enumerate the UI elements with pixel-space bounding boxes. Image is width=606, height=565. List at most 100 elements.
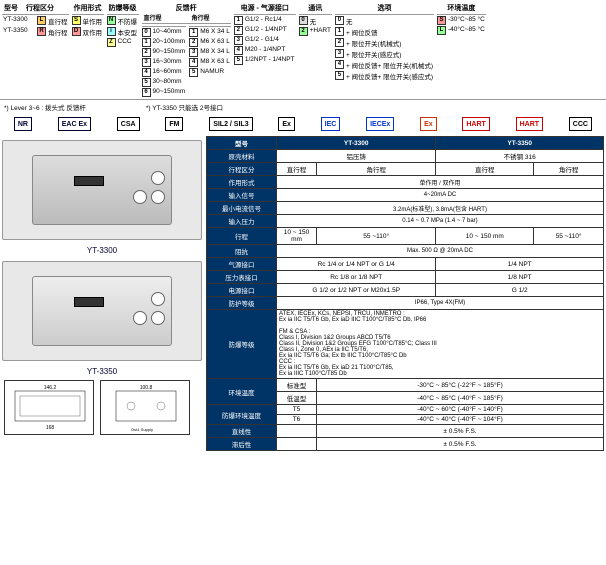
option-label: 16~30mm (152, 58, 183, 67)
option-code: 5 (189, 68, 198, 77)
option-row: 51/2NPT - 1/4NPT (234, 55, 296, 65)
option-row: 0无 (299, 15, 332, 26)
option-label: M8 X 63 L (199, 58, 231, 67)
svg-text:146.2: 146.2 (44, 385, 57, 391)
option-code: 0 (299, 16, 308, 25)
option-code: 0 (142, 28, 151, 37)
option-row: S单作用 (72, 15, 104, 26)
option-label: 无 (345, 16, 354, 26)
option-code: 5 (335, 71, 344, 80)
option-row: 290~150mm (142, 47, 187, 57)
cert-badge: IEC (321, 117, 341, 131)
tech-drawing: 146.2168 100.8Out1 Supply (2, 378, 202, 437)
option-label: 10~40mm (152, 28, 183, 37)
option-code: 1 (234, 16, 243, 25)
cert-badge: Ex (420, 117, 437, 131)
option-row: S-30°C~85 °C (437, 15, 486, 25)
option-row: 316~30mm (142, 57, 187, 67)
option-code: 1 (142, 38, 151, 47)
option-code: 6 (142, 88, 151, 97)
col-header: 作用形式 (72, 2, 104, 15)
option-code: S (437, 16, 446, 25)
option-label: M6 X 34 L (199, 28, 231, 37)
option-code: 3 (335, 49, 344, 58)
option-code: D (72, 27, 81, 36)
option-row: 2G1/2 - 1/4NPT (234, 25, 296, 35)
option-row: 3M8 X 34 L (189, 47, 231, 57)
cert-badge: CCC (569, 117, 592, 131)
option-label: 双作用 (82, 27, 104, 37)
option-row: 1G1/2 - Rc1/4 (234, 15, 296, 25)
option-label: G1/2 - G1/4 (244, 36, 280, 45)
option-row: 0无 (335, 15, 434, 26)
svg-text:168: 168 (46, 425, 55, 431)
option-code: 2 (335, 38, 344, 47)
option-code: 3 (189, 48, 198, 57)
option-code: 4 (142, 68, 151, 77)
option-row: 416~60mm (142, 67, 187, 77)
product-label-2: YT-3350 (2, 365, 202, 378)
option-label: M20 - 1/4NPT (244, 46, 286, 55)
option-code: L (437, 26, 446, 35)
option-label: + 阀位反馈 (345, 27, 379, 37)
option-label: 本安型 (117, 27, 139, 37)
note2: *) YT-3350 只能选 2号接口 (146, 102, 223, 112)
option-code: 2 (234, 26, 243, 35)
option-label: 90~150mm (152, 88, 187, 97)
option-row: 4M20 - 1/4NPT (234, 45, 296, 55)
col-header: 通讯 (299, 2, 332, 15)
option-code: i (107, 27, 116, 36)
option-row: N不防爆 (107, 15, 139, 26)
cert-badge: IECEx (366, 117, 394, 131)
svg-text:Out1 Supply: Out1 Supply (131, 427, 153, 432)
option-code: 0 (335, 16, 344, 25)
option-label: + 阀位反馈+ 限位开关(感应式) (345, 71, 434, 81)
option-row: 2+HART (299, 26, 332, 36)
option-row: 3+ 限位开关(感应式) (335, 48, 434, 59)
option-row: 2+ 限位开关(机械式) (335, 37, 434, 48)
option-label: M8 X 34 L (199, 48, 231, 57)
cert-badge: EAC Ex (58, 117, 91, 131)
option-code: 2 (299, 27, 308, 36)
option-row: 1M6 X 34 L (189, 27, 231, 37)
option-row: 120~100mm (142, 37, 187, 47)
option-label: +HART (309, 27, 332, 36)
option-row: i本安型 (107, 26, 139, 37)
option-code: 2 (189, 38, 198, 47)
col-header: 选项 (335, 2, 434, 15)
option-label: G1/2 - Rc1/4 (244, 16, 283, 25)
cert-badge: HART (462, 117, 489, 131)
cert-badge: Ex (278, 117, 295, 131)
col-header: 防爆等级 (107, 2, 139, 15)
option-code: 4 (189, 58, 198, 67)
option-label: + 限位开关(感应式) (345, 49, 402, 59)
col-header: 电源 - 气源接口 (234, 2, 296, 15)
option-label: 不防爆 (117, 16, 139, 26)
option-code: 5 (142, 78, 151, 87)
option-row: 010~40mm (142, 27, 187, 37)
option-code: 4 (234, 46, 243, 55)
note1: *) Lever 3~6 : 拨头式 反馈杆 (4, 102, 86, 112)
option-row: 4+ 阀位反馈+ 限位开关(机械式) (335, 59, 434, 70)
option-row: 5+ 阀位反馈+ 限位开关(感应式) (335, 70, 434, 81)
option-label: 30~80mm (152, 78, 183, 87)
spec-table: 型号YT-3300YT-3350原壳材料铝压铸不锈钢 316行程区分直行程角行程… (206, 136, 604, 451)
option-label: 90~150mm (152, 48, 187, 57)
option-label: M6 X 63 L (199, 38, 231, 47)
option-row: ZCCC (107, 37, 139, 47)
cert-badge: CSA (117, 117, 140, 131)
option-code: S (72, 16, 81, 25)
option-row: 530~80mm (142, 77, 187, 87)
cert-badge: FM (165, 117, 183, 131)
option-label: CCC (117, 38, 133, 47)
option-label: + 限位开关(机械式) (345, 38, 402, 48)
option-label: 单作用 (82, 16, 104, 26)
option-code: 3 (142, 58, 151, 67)
product-label-1: YT-3300 (2, 244, 202, 257)
option-code: 3 (234, 36, 243, 45)
option-row: 4M8 X 63 L (189, 57, 231, 67)
option-code: 5 (234, 56, 243, 65)
option-code: 1 (189, 28, 198, 37)
option-label: G1/2 - 1/4NPT (244, 26, 288, 35)
option-row: 690~150mm (142, 87, 187, 97)
